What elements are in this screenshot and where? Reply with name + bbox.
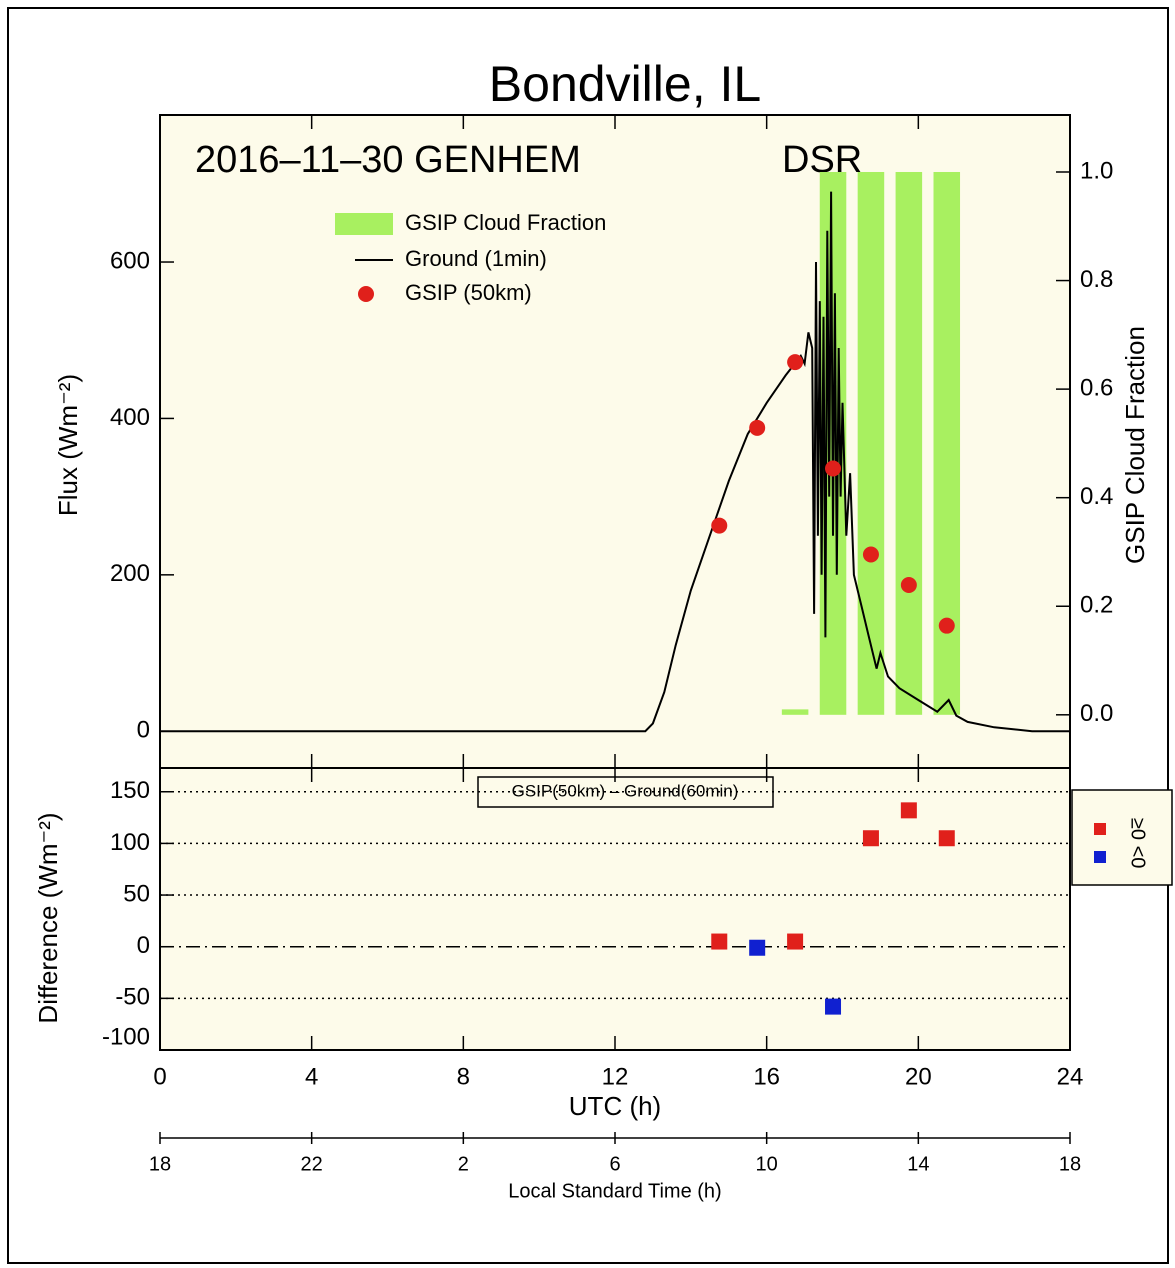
point bbox=[787, 354, 804, 371]
y2-axis-label: GSIP Cloud Fraction bbox=[1120, 326, 1150, 564]
point bbox=[825, 998, 842, 1015]
plot-frame bbox=[159, 767, 1071, 1051]
legend-box bbox=[1071, 789, 1173, 886]
x2-tick-label: 18 bbox=[1059, 1153, 1081, 1175]
y-tick-label: 400 bbox=[110, 404, 150, 431]
x2-tick-label: 6 bbox=[609, 1153, 620, 1175]
y2-tick-label: 0.0 bbox=[1080, 700, 1113, 727]
point bbox=[711, 517, 728, 534]
chart-title: Bondville, IL bbox=[489, 56, 761, 112]
legend-label: ≥0 bbox=[1127, 818, 1149, 840]
x2-tick-label: 22 bbox=[301, 1153, 323, 1175]
y-tick-label: 600 bbox=[110, 247, 150, 274]
point bbox=[862, 830, 879, 847]
point bbox=[711, 933, 728, 950]
y-axis-label: Flux (Wm⁻²) bbox=[53, 374, 83, 516]
y-tick-label: -100 bbox=[102, 1023, 150, 1050]
line bbox=[160, 191, 1070, 733]
x-axis-label: UTC (h) bbox=[569, 1091, 661, 1121]
y-tick-label: -50 bbox=[115, 984, 150, 1011]
point bbox=[900, 577, 917, 594]
bar bbox=[781, 709, 809, 715]
annotation: 2016–11–30 GENHEM bbox=[195, 139, 581, 181]
point bbox=[749, 419, 766, 436]
x-tick-label: 24 bbox=[1057, 1063, 1084, 1090]
y-tick-label: 200 bbox=[110, 560, 150, 587]
bar bbox=[857, 171, 885, 715]
y2-tick-label: 0.6 bbox=[1080, 374, 1113, 401]
x-tick-label: 8 bbox=[457, 1063, 470, 1090]
x-tick-label: 0 bbox=[153, 1063, 166, 1090]
bar bbox=[895, 171, 923, 715]
point bbox=[900, 802, 917, 819]
point bbox=[825, 460, 842, 477]
point bbox=[749, 939, 766, 956]
legend-swatch bbox=[1094, 851, 1106, 863]
x-tick-label: 20 bbox=[905, 1063, 932, 1090]
y-tick-label: 0 bbox=[137, 932, 150, 959]
x-tick-label: 16 bbox=[753, 1063, 780, 1090]
legend-swatch bbox=[335, 213, 393, 235]
y-tick-label: 0 bbox=[137, 717, 150, 744]
legend-swatch bbox=[358, 286, 374, 302]
plot-area bbox=[160, 768, 1070, 1050]
legend-label: GSIP Cloud Fraction bbox=[405, 210, 606, 235]
y-axis-label: Difference (Wm⁻²) bbox=[33, 812, 63, 1023]
y2-tick-label: 0.8 bbox=[1080, 266, 1113, 293]
point bbox=[787, 933, 804, 950]
y2-tick-label: 0.4 bbox=[1080, 483, 1113, 510]
y-tick-label: 50 bbox=[123, 880, 150, 907]
y-tick-label: 150 bbox=[110, 777, 150, 804]
legend-label: <0 bbox=[1127, 846, 1149, 869]
y2-tick-label: 0.2 bbox=[1080, 592, 1113, 619]
x2-axis-label: Local Standard Time (h) bbox=[508, 1180, 721, 1202]
x2-tick-label: 2 bbox=[458, 1153, 469, 1175]
x-tick-label: 12 bbox=[602, 1063, 629, 1090]
x-tick-label: 4 bbox=[305, 1063, 318, 1090]
point bbox=[862, 546, 879, 563]
y-tick-label: 100 bbox=[110, 829, 150, 856]
x2-tick-label: 14 bbox=[907, 1153, 929, 1175]
legend-swatch bbox=[1094, 823, 1106, 835]
point bbox=[938, 617, 955, 634]
x2-tick-label: 10 bbox=[756, 1153, 778, 1175]
x2-tick-label: 18 bbox=[149, 1153, 171, 1175]
point bbox=[938, 830, 955, 847]
y2-tick-label: 1.0 bbox=[1080, 157, 1113, 184]
legend-label: Ground (1min) bbox=[405, 246, 547, 271]
annotation: GSIP(50km) – Ground(60min) bbox=[512, 781, 739, 800]
legend-label: GSIP (50km) bbox=[405, 280, 532, 305]
